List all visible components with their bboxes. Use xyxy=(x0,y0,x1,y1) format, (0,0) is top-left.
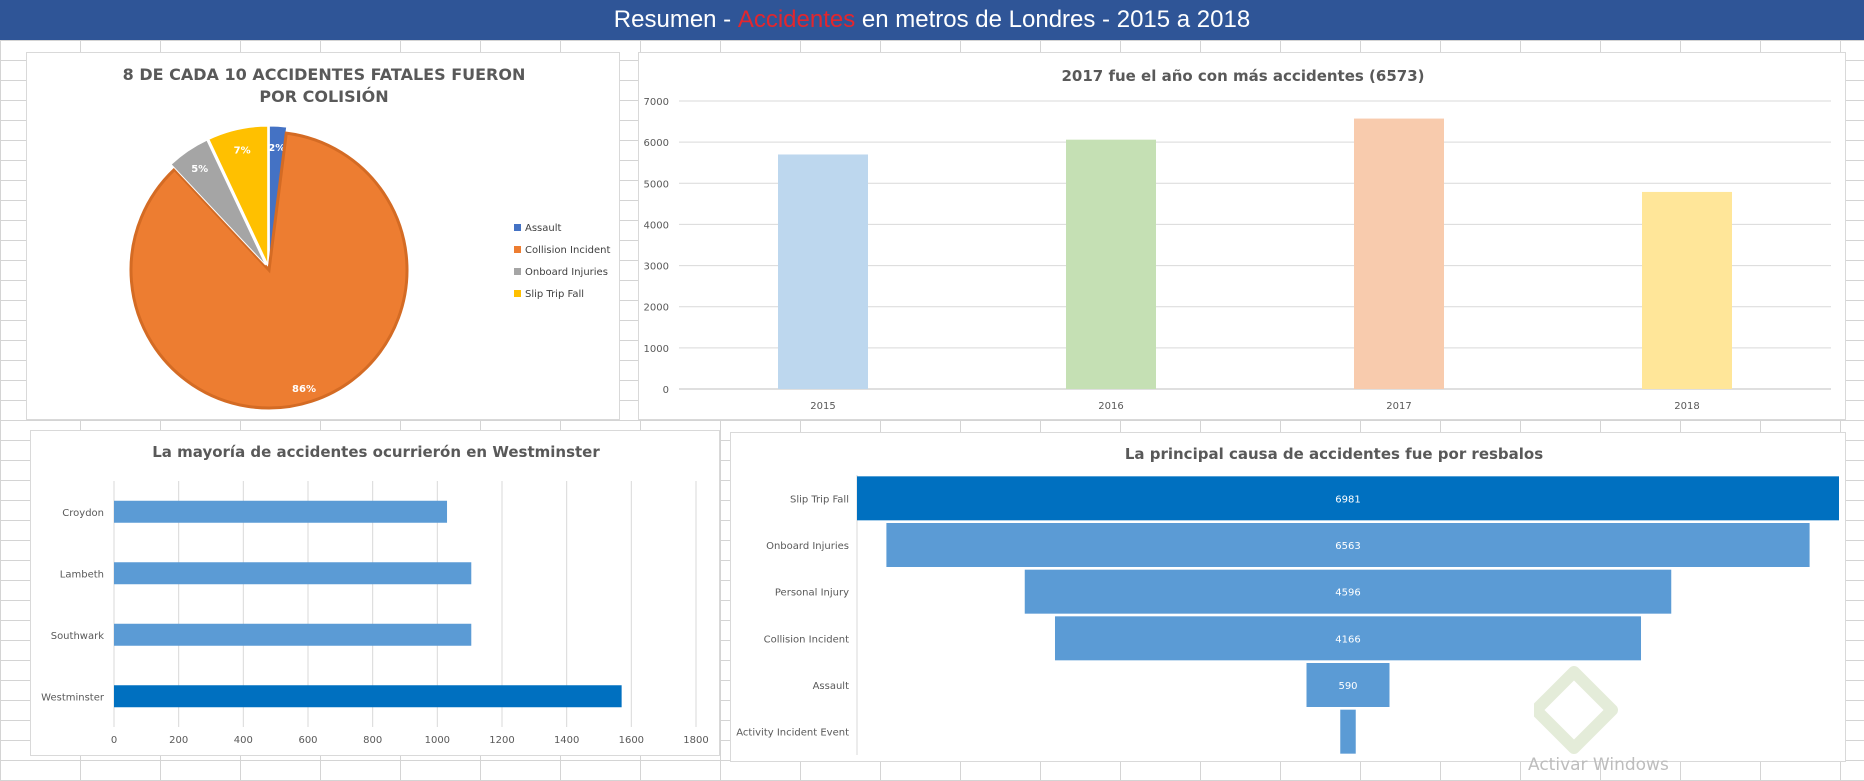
y-tick-label: Croydon xyxy=(62,508,104,519)
x-tick-label: 1000 xyxy=(425,735,450,746)
funnel-data-label: 4166 xyxy=(1335,634,1360,645)
funnel-bar-collision-incident[interactable] xyxy=(1054,616,1642,661)
legend-swatch xyxy=(514,268,521,275)
pie-data-label: 86% xyxy=(292,384,316,395)
y-tick-label: 0 xyxy=(663,385,669,396)
platzi-logo-mark xyxy=(1534,666,1618,754)
cause-funnel-chart-panel[interactable]: La principal causa de accidentes fue por… xyxy=(730,432,1846,762)
x-tick-label: 1800 xyxy=(683,735,708,746)
pie-data-label: 5% xyxy=(191,164,208,175)
platzi-logo-watermark xyxy=(1534,666,1618,754)
y-tick-label: Westminster xyxy=(41,692,105,703)
x-tick-label: 600 xyxy=(298,735,317,746)
funnel-data-label: 6563 xyxy=(1335,541,1360,552)
x-tick-label: 200 xyxy=(169,735,188,746)
x-tick-label: 1600 xyxy=(619,735,644,746)
x-tick-label: 2015 xyxy=(810,401,835,412)
pie-slice-onboard-injuries[interactable] xyxy=(170,139,267,266)
category-label: Personal Injury xyxy=(775,588,849,599)
funnel-bar-onboard-injuries[interactable] xyxy=(886,523,1810,567)
legend-label: Assault xyxy=(525,223,562,234)
windows-activation-watermark: Activar Windows xyxy=(1528,755,1669,775)
bar-2018[interactable] xyxy=(1642,191,1732,389)
funnel-bar-personal-injury[interactable] xyxy=(1024,569,1672,614)
funnel-bar-activity-incident-event[interactable] xyxy=(1340,709,1356,754)
bar-croydon[interactable] xyxy=(114,500,448,523)
legend-swatch xyxy=(514,246,521,253)
bar-lambeth[interactable] xyxy=(114,562,472,585)
year-chart-title: 2017 fue el año con más accidentes (6573… xyxy=(1061,67,1424,85)
funnel-data-label: 6981 xyxy=(1335,494,1360,505)
x-tick-label: 800 xyxy=(363,735,382,746)
borough-bar-chart: La mayoría de accidentes ocurrierón en W… xyxy=(41,443,709,746)
x-tick-label: 2017 xyxy=(1386,401,1411,412)
pie-chart-panel[interactable]: 8 DE CADA 10 ACCIDENTES FATALES FUERON PO… xyxy=(26,52,620,420)
borough-bar-chart-panel[interactable]: La mayoría de accidentes ocurrierón en W… xyxy=(30,430,720,756)
funnel-data-label: 590 xyxy=(1338,681,1357,692)
category-label: Collision Incident xyxy=(764,634,849,645)
pie-chart-title-line-1: 8 DE CADA 10 ACCIDENTES FATALES FUERON xyxy=(123,65,526,84)
y-tick-label: Lambeth xyxy=(60,569,104,580)
category-label: Onboard Injuries xyxy=(766,541,849,552)
year-bar-chart: 2017 fue el año con más accidentes (6573… xyxy=(644,67,1831,412)
y-tick-label: 4000 xyxy=(644,220,669,231)
x-tick-label: 2016 xyxy=(1098,401,1123,412)
bar-westminster[interactable] xyxy=(114,685,622,708)
legend-label: Onboard Injuries xyxy=(525,267,608,278)
pie-chart-title-line-2: POR COLISIÓN xyxy=(259,87,388,106)
title-highlight: Accidentes xyxy=(737,6,856,33)
x-tick-label: 0 xyxy=(111,735,117,746)
x-tick-label: 1400 xyxy=(554,735,579,746)
y-tick-label: 3000 xyxy=(644,262,669,273)
y-tick-label: 6000 xyxy=(644,138,669,149)
bar-2015[interactable] xyxy=(778,154,868,389)
borough-chart-title: La mayoría de accidentes ocurrierón en W… xyxy=(152,443,600,461)
category-label: Assault xyxy=(813,681,850,692)
y-tick-label: 7000 xyxy=(644,97,669,108)
title-prefix: Resumen - xyxy=(613,6,738,33)
cause-chart-title: La principal causa de accidentes fue por… xyxy=(1125,445,1543,463)
bar-2017[interactable] xyxy=(1354,118,1444,390)
pie-data-label: 2% xyxy=(268,143,285,154)
funnel-data-label: 4596 xyxy=(1335,588,1360,599)
y-tick-label: 5000 xyxy=(644,179,669,190)
y-tick-label: Southwark xyxy=(51,631,104,642)
pie-data-label: 7% xyxy=(234,146,251,157)
cause-funnel-chart: La principal causa de accidentes fue por… xyxy=(736,445,1839,755)
pie-slice-collision-incident[interactable] xyxy=(129,131,409,410)
dashboard-title: Resumen - Accidentes en metros de Londre… xyxy=(0,0,1864,40)
year-bar-chart-panel[interactable]: 2017 fue el año con más accidentes (6573… xyxy=(638,52,1846,420)
funnel-bar-slip-trip-fall[interactable] xyxy=(857,476,1839,521)
x-tick-label: 1200 xyxy=(489,735,514,746)
category-label: Slip Trip Fall xyxy=(790,494,849,505)
category-label: Activity Incident Event xyxy=(736,728,849,739)
bar-southwark[interactable] xyxy=(114,623,472,646)
legend-swatch xyxy=(514,290,521,297)
title-suffix: en metros de Londres - 2015 a 2018 xyxy=(855,6,1251,33)
legend-swatch xyxy=(514,224,521,231)
bar-2016[interactable] xyxy=(1066,139,1156,389)
legend-label: Collision Incident xyxy=(525,245,610,256)
pie-chart: 8 DE CADA 10 ACCIDENTES FATALES FUERON PO… xyxy=(123,65,610,410)
y-tick-label: 1000 xyxy=(644,344,669,355)
funnel-bar-assault[interactable] xyxy=(1306,663,1390,707)
x-tick-label: 2018 xyxy=(1674,401,1699,412)
y-tick-label: 2000 xyxy=(644,303,669,314)
legend-label: Slip Trip Fall xyxy=(525,289,584,300)
x-tick-label: 400 xyxy=(234,735,253,746)
pie-slice-slip-trip-fall[interactable] xyxy=(208,125,269,265)
